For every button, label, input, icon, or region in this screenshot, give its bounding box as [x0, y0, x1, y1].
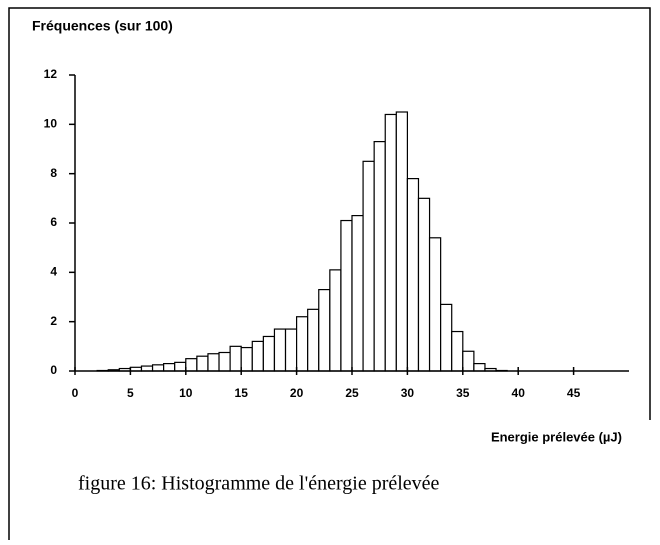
- bar: [340, 219, 353, 372]
- y-tick-label: 4: [50, 265, 57, 279]
- frame: [8, 7, 651, 540]
- bar: [151, 364, 165, 372]
- bar: [351, 215, 364, 372]
- bar: [174, 361, 187, 372]
- y-tick-label: 8: [50, 166, 57, 180]
- bar: [296, 316, 309, 372]
- bar: [417, 197, 431, 372]
- x-tick-label: 5: [127, 386, 134, 400]
- bar: [428, 237, 442, 372]
- bar: [229, 345, 242, 372]
- bar: [373, 141, 386, 372]
- bar: [406, 178, 420, 372]
- x-tick-label: 0: [72, 386, 79, 400]
- bar: [362, 160, 375, 372]
- bar: [473, 363, 486, 372]
- bar: [251, 340, 264, 372]
- y-tick-label: 10: [44, 117, 58, 131]
- bar: [196, 355, 209, 372]
- y-tick-label: 12: [44, 67, 58, 81]
- y-tick-label: 2: [50, 314, 57, 328]
- bar: [440, 303, 453, 372]
- x-tick-label: 10: [179, 386, 193, 400]
- bar: [207, 353, 220, 372]
- caption: figure 16: Histogramme de l'énergie prél…: [78, 473, 440, 495]
- bar: [240, 346, 253, 372]
- bar: [318, 289, 331, 372]
- bar: [451, 330, 464, 372]
- bar: [273, 328, 287, 372]
- bar: [262, 335, 276, 372]
- x-axis-label: Energie prélevée (µJ): [491, 429, 622, 444]
- bar: [329, 269, 342, 372]
- x-tick-label: 45: [567, 386, 581, 400]
- bar: [163, 363, 176, 372]
- bar: [384, 113, 397, 372]
- x-tick-label: 15: [235, 386, 249, 400]
- y-tick-label: 6: [50, 215, 57, 229]
- bar: [395, 111, 409, 372]
- x-tick-label: 30: [401, 386, 415, 400]
- x-tick-label: 25: [345, 386, 359, 400]
- y-axis-label: Fréquences (sur 100): [32, 18, 173, 34]
- x-tick-label: 20: [290, 386, 304, 400]
- bar: [307, 308, 320, 372]
- bar: [462, 350, 475, 372]
- bar: [218, 351, 231, 372]
- y-tick-label: 0: [50, 363, 57, 377]
- x-tick-label: 40: [512, 386, 526, 400]
- x-tick-label: 35: [456, 386, 470, 400]
- bar: [185, 358, 198, 372]
- bar: [284, 328, 298, 372]
